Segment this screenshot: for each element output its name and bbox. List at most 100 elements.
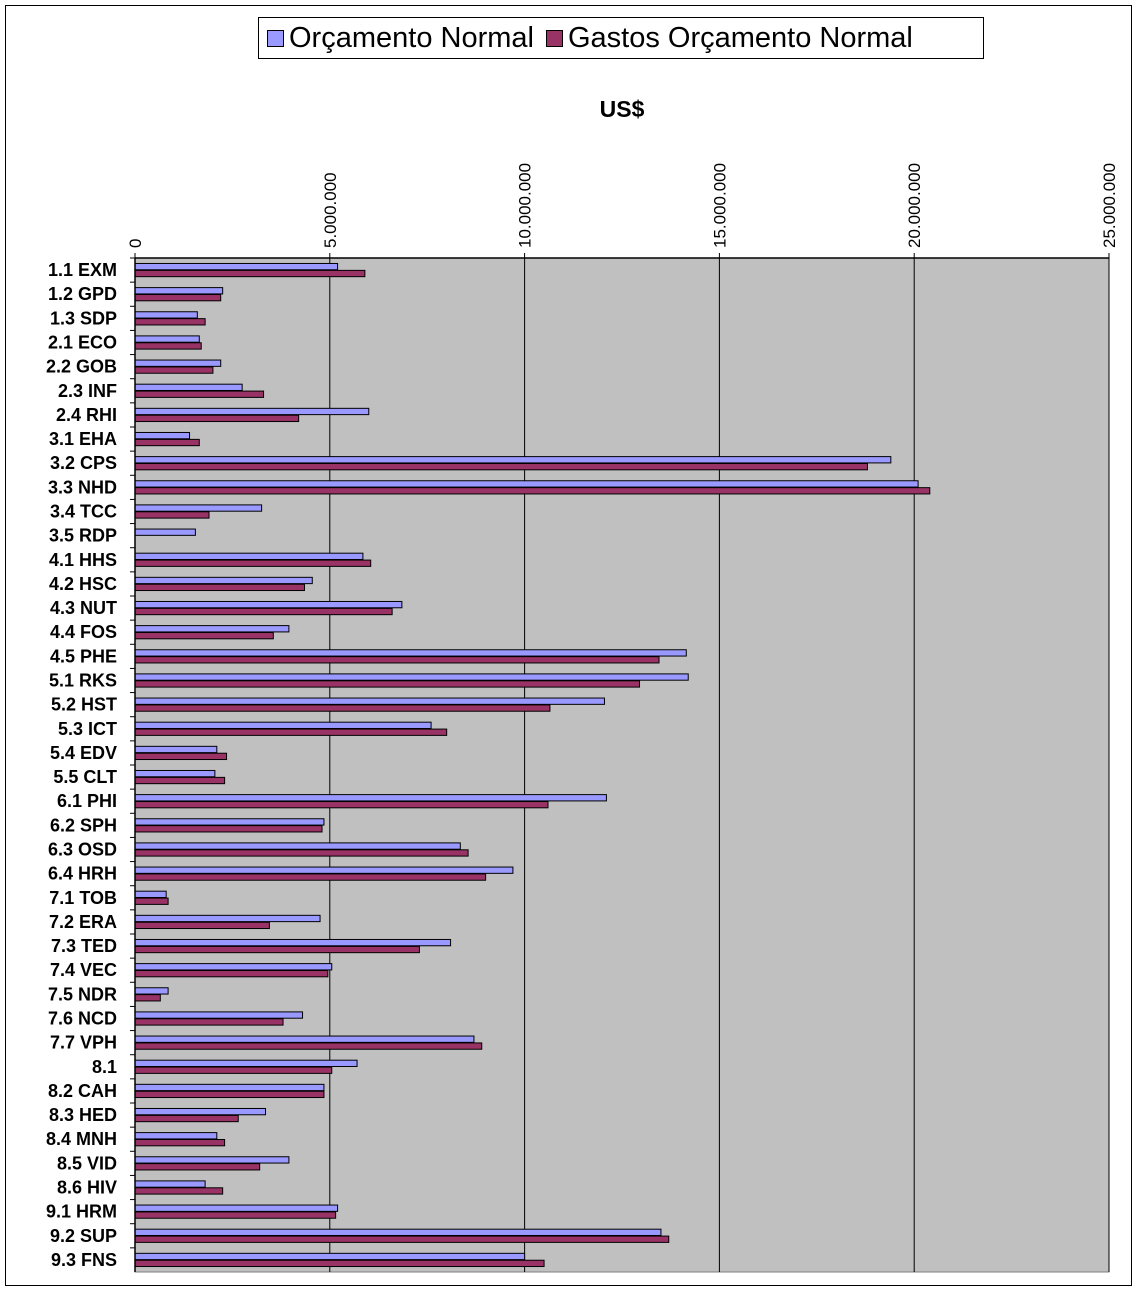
category-label: 4.2 HSC bbox=[49, 574, 117, 594]
bar-gastos bbox=[134, 269, 366, 278]
bar-orcamento bbox=[134, 673, 689, 681]
bar-orcamento bbox=[134, 987, 169, 995]
category-label: 6.4 HRH bbox=[48, 864, 117, 884]
bar-orcamento bbox=[134, 1180, 206, 1188]
category-label: 5.3 ICT bbox=[58, 719, 117, 739]
category-label: 8.6 HIV bbox=[57, 1178, 117, 1198]
bar-orcamento bbox=[134, 1083, 325, 1092]
bar-gastos bbox=[134, 776, 226, 785]
bar-gastos bbox=[134, 1163, 261, 1171]
bar-orcamento bbox=[134, 407, 370, 416]
bar-gastos bbox=[134, 1114, 239, 1123]
category-label: 8.4 MNH bbox=[46, 1129, 117, 1149]
bar-gastos bbox=[134, 511, 210, 519]
bar-orcamento bbox=[134, 842, 461, 850]
category-label: 1.2 GPD bbox=[48, 284, 117, 304]
bar-gastos bbox=[134, 390, 265, 398]
x-tick-label: 25.000.000 bbox=[1100, 163, 1119, 248]
bar-orcamento bbox=[134, 528, 196, 536]
category-label: 8.2 CAH bbox=[48, 1081, 117, 1101]
category-label: 2.3 INF bbox=[58, 381, 117, 401]
x-tick-label: 20.000.000 bbox=[905, 163, 924, 248]
legend: Orçamento Normal Gastos Orçamento Normal bbox=[258, 17, 984, 59]
bar-gastos bbox=[134, 1259, 545, 1268]
bar-gastos bbox=[134, 318, 206, 326]
bar-gastos bbox=[134, 728, 448, 736]
bar-gastos bbox=[134, 583, 305, 592]
legend-label-series-2: Gastos Orçamento Normal bbox=[567, 21, 913, 54]
bar-gastos bbox=[134, 752, 228, 761]
category-label: 9.2 SUP bbox=[50, 1226, 117, 1246]
bar-gastos bbox=[134, 994, 161, 1002]
bar-gastos bbox=[134, 1018, 284, 1026]
bar-gastos bbox=[134, 414, 300, 423]
category-label: 5.1 RKS bbox=[49, 671, 117, 691]
bar-orcamento bbox=[134, 1204, 339, 1212]
bar-orcamento bbox=[134, 914, 321, 923]
bar-orcamento bbox=[134, 1132, 218, 1140]
bar-gastos bbox=[134, 1066, 333, 1074]
bar-orcamento bbox=[134, 866, 514, 874]
bar-orcamento bbox=[134, 262, 339, 271]
category-label: 6.2 SPH bbox=[50, 815, 117, 835]
bar-gastos bbox=[134, 801, 549, 809]
bar-gastos bbox=[134, 1187, 224, 1195]
bar-gastos bbox=[134, 921, 270, 930]
category-label: 8.1 bbox=[92, 1057, 117, 1077]
bar-gastos bbox=[134, 1042, 483, 1050]
bar-orcamento bbox=[134, 552, 364, 560]
category-label: 4.3 NUT bbox=[50, 598, 117, 618]
bar-gastos bbox=[134, 897, 169, 905]
bar-gastos bbox=[134, 680, 641, 688]
bar-gastos bbox=[134, 559, 372, 567]
bar-gastos bbox=[134, 873, 487, 881]
category-label: 7.1 TOB bbox=[49, 888, 117, 908]
category-label: 2.2 GOB bbox=[46, 357, 117, 377]
bar-gastos bbox=[134, 945, 420, 954]
chart-title: US$ bbox=[599, 96, 645, 122]
bar-orcamento bbox=[134, 456, 892, 464]
category-label: 6.1 PHI bbox=[57, 791, 117, 811]
bar-orcamento bbox=[134, 938, 452, 947]
bar-orcamento bbox=[134, 697, 605, 705]
bar-gastos bbox=[134, 607, 393, 616]
plot-area bbox=[134, 257, 1110, 1273]
bar-orcamento bbox=[134, 383, 243, 391]
bar-orcamento bbox=[134, 480, 919, 488]
bar-gastos bbox=[134, 1235, 670, 1243]
bar-orcamento bbox=[134, 359, 222, 367]
category-label: 1.1 EXM bbox=[48, 260, 117, 280]
bar-gastos bbox=[134, 849, 469, 857]
category-label: 9.1 HRM bbox=[46, 1202, 117, 1222]
bar-gastos bbox=[134, 487, 931, 495]
bar-orcamento bbox=[134, 1107, 267, 1116]
bar-gastos bbox=[134, 632, 274, 640]
bar-gastos bbox=[134, 1211, 337, 1219]
legend-swatch-series-2 bbox=[545, 29, 563, 47]
category-label: 3.4 TCC bbox=[50, 502, 117, 522]
bar-orcamento bbox=[134, 769, 216, 778]
x-tick-label: 5.000.000 bbox=[321, 172, 340, 248]
category-label: 5.5 CLT bbox=[53, 767, 117, 787]
category-label: 7.2 ERA bbox=[49, 912, 117, 932]
category-label: 7.5 NDR bbox=[48, 984, 117, 1004]
bar-orcamento bbox=[134, 1011, 304, 1019]
category-label: 7.6 NCD bbox=[48, 1009, 117, 1029]
bar-orcamento bbox=[134, 431, 191, 440]
category-label: 4.5 PHE bbox=[50, 646, 117, 666]
bar-orcamento bbox=[134, 504, 263, 512]
category-label: 4.1 HHS bbox=[49, 550, 117, 570]
category-label: 8.3 HED bbox=[49, 1105, 117, 1125]
category-label: 5.2 HST bbox=[51, 695, 117, 715]
bar-gastos bbox=[134, 1139, 226, 1147]
category-label: 6.3 OSD bbox=[48, 840, 117, 860]
bar-orcamento bbox=[134, 1156, 290, 1164]
x-tick-label: 0 bbox=[126, 239, 145, 248]
bar-orcamento bbox=[134, 576, 313, 585]
bar-gastos bbox=[134, 463, 868, 471]
bar-orcamento bbox=[134, 287, 224, 295]
bar-orcamento bbox=[134, 794, 607, 802]
bar-gastos bbox=[134, 342, 202, 350]
bar-orcamento bbox=[134, 1035, 475, 1043]
category-label: 4.4 FOS bbox=[50, 622, 117, 642]
